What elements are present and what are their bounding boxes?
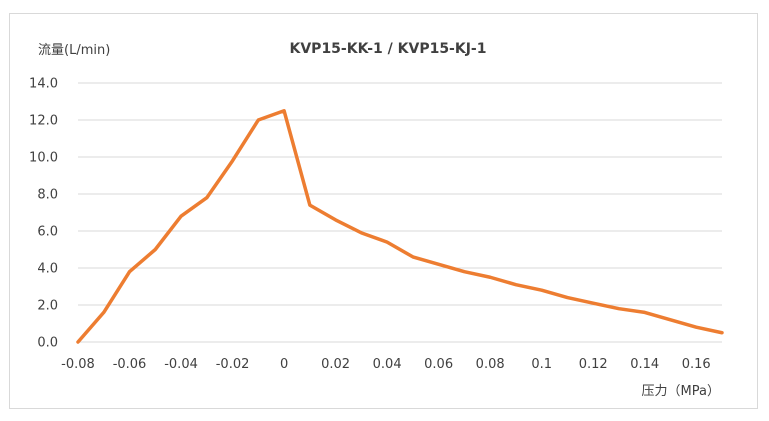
x-tick-label: -0.08 [61,357,95,372]
x-tick-label: -0.02 [216,357,250,372]
series-layer [76,109,724,344]
y-tick-label: 14.0 [29,77,58,92]
x-tick-label: 0.12 [579,357,608,372]
x-tick-labels: -0.08 -0.06 -0.04 -0.02 0 0.02 0.04 0.06 0.08 0.1… [61,357,711,372]
y-tick-label: 0.0 [37,336,58,351]
gridlines [78,82,722,343]
x-tick-label: 0.14 [630,357,659,372]
y-tick-label: 4.0 [37,262,58,277]
x-tick-label: 0.16 [682,357,711,372]
x-tick-label: 0 [280,357,288,372]
x-tick-label: 0.02 [321,357,350,372]
y-axis-label: 流量(L/min) [38,43,110,58]
x-tick-label: 0.1 [531,357,552,372]
y-tick-label: 12.0 [29,114,58,129]
chart-title: KVP15-KK-1 / KVP15-KJ-1 [290,41,487,57]
series-line [76,109,724,344]
x-tick-label: 0.06 [424,357,453,372]
x-tick-label: -0.04 [164,357,198,372]
y-tick-label: 8.0 [37,188,58,203]
y-tick-label: 6.0 [37,225,58,240]
y-tick-label: 10.0 [29,151,58,166]
y-tick-labels: 0.0 2.0 4.0 6.0 8.0 10.0 12.0 14.0 [29,77,58,351]
chart-frame [9,13,758,409]
x-axis-label: 压力（MPa） [642,384,720,399]
y-tick-label: 2.0 [37,299,58,314]
x-tick-label: -0.06 [113,357,147,372]
x-tick-label: 0.04 [373,357,402,372]
x-tick-label: 0.08 [476,357,505,372]
